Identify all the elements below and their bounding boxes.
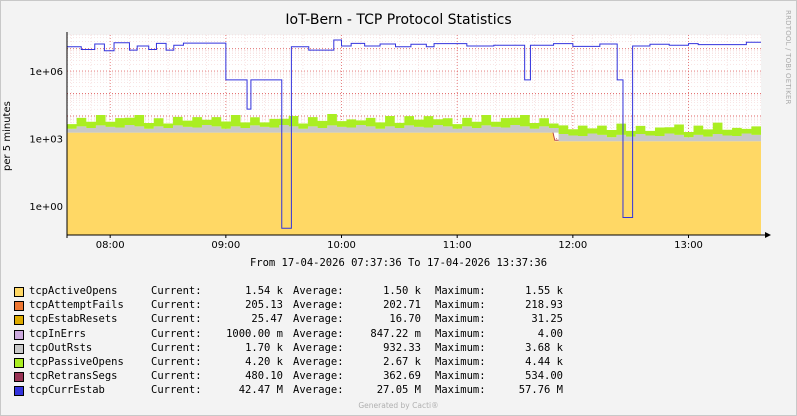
current-value: 25.47 (251, 313, 283, 326)
line-tcpCurrEstab (67, 39, 761, 229)
legend-swatch (14, 315, 24, 326)
x-tick-label: 11:00 (443, 240, 472, 251)
maximum-label: Maximum: (435, 327, 486, 340)
y-tick-label: 1e+03 (29, 134, 63, 145)
legend-swatch (14, 357, 24, 368)
legend-swatch (14, 287, 24, 297)
current-label: Current: (151, 299, 202, 312)
maximum-value: 4.00 (537, 327, 563, 340)
maximum-label: Maximum: (435, 370, 486, 383)
series-group (67, 39, 761, 235)
average-value: 27.05 M (376, 384, 421, 397)
legend-name: tcpAttemptFails (29, 299, 124, 312)
x-tick-label: 08:00 (96, 240, 125, 251)
x-tick-label: 12:00 (558, 240, 587, 251)
x-ticks: 08:00 09:00 10:00 11:00 12:00 13:00 (96, 240, 703, 251)
maximum-label: Maximum: (435, 384, 486, 397)
current-label: Current: (151, 313, 202, 326)
average-value: 847.22 m (370, 327, 421, 340)
legend-swatch (14, 386, 24, 397)
maximum-value: 3.68 k (525, 341, 563, 354)
legend-swatch (14, 343, 24, 354)
current-label: Current: (151, 384, 202, 397)
y-tick-label: 1e+06 (29, 67, 63, 78)
average-value: 932.33 (383, 341, 421, 354)
average-label: Average: (293, 313, 344, 326)
legend-name: tcpCurrEstab (29, 384, 105, 397)
maximum-label: Maximum: (435, 355, 486, 368)
legend-swatch (14, 372, 24, 383)
generated-by: Generated by Cacti® (358, 401, 439, 410)
average-value: 1.50 k (383, 285, 421, 297)
average-label: Average: (293, 341, 344, 354)
average-value: 202.71 (383, 299, 421, 312)
legend-name: tcpRetransSegs (29, 370, 118, 383)
current-value: 42.47 M (238, 384, 283, 397)
current-label: Current: (151, 327, 202, 340)
average-label: Average: (293, 285, 344, 297)
x-tick-label: 10:00 (327, 240, 356, 251)
maximum-value: 31.25 (531, 313, 563, 326)
area-tcpPassiveOpens (67, 114, 761, 138)
y-tick-label: 1e+00 (29, 202, 63, 213)
current-label: Current: (151, 370, 202, 383)
average-label: Average: (293, 384, 344, 397)
legend-name: tcpInErrs (29, 327, 86, 340)
maximum-label: Maximum: (435, 299, 486, 312)
average-value: 362.69 (383, 370, 421, 383)
x-tick-label: 09:00 (211, 240, 240, 251)
maximum-value: 4.44 k (525, 355, 563, 368)
axes (66, 32, 771, 238)
average-label: Average: (293, 327, 344, 340)
average-label: Average: (293, 370, 344, 383)
rrdtool-watermark: RRDTOOL / TOBI OETIKER (784, 10, 792, 105)
maximum-value: 57.76 M (518, 384, 563, 397)
current-value: 4.20 k (245, 355, 283, 368)
current-value: 480.10 (245, 370, 283, 383)
x-axis-arrow (765, 232, 771, 238)
legend-name: tcpPassiveOpens (29, 355, 124, 368)
maximum-value: 1.55 k (525, 285, 563, 297)
area-tcpActiveOpens (67, 132, 761, 235)
legend-name: tcpOutRsts (29, 341, 93, 354)
maximum-label: Maximum: (435, 341, 486, 354)
chart-title: IoT-Bern - TCP Protocol Statistics (285, 12, 512, 28)
y-ticks: 1e+06 1e+03 1e+00 (29, 67, 63, 213)
current-value: 1.54 k (245, 285, 283, 297)
chart-area: 1e+06 1e+03 1e+00 08:00 09:00 10:00 11:00 12:0… (29, 32, 771, 251)
legend-name: tcpActiveOpens (29, 285, 118, 297)
current-label: Current: (151, 355, 202, 368)
current-value: 205.13 (245, 299, 283, 312)
time-range: From 17-04-2026 07:37:36 To 17-04-2026 1… (249, 257, 548, 269)
average-value: 16.70 (389, 313, 421, 326)
area-tcpOutRsts (67, 124, 761, 142)
current-value: 1000.00 m (226, 327, 283, 340)
average-value: 2.67 k (383, 355, 421, 368)
average-label: Average: (293, 355, 344, 368)
maximum-value: 534.00 (525, 370, 563, 383)
maximum-value: 218.93 (525, 299, 563, 312)
current-value: 1.70 k (245, 341, 283, 354)
x-tick-label: 13:00 (674, 240, 703, 251)
average-label: Average: (293, 299, 344, 312)
legend-swatch (14, 329, 24, 340)
legend-swatch (14, 301, 24, 312)
maximum-label: Maximum: (435, 313, 486, 326)
maximum-label: Maximum: (435, 285, 486, 297)
legend-name: tcpEstabResets (29, 313, 118, 326)
current-label: Current: (151, 341, 202, 354)
current-label: Current: (151, 285, 202, 297)
